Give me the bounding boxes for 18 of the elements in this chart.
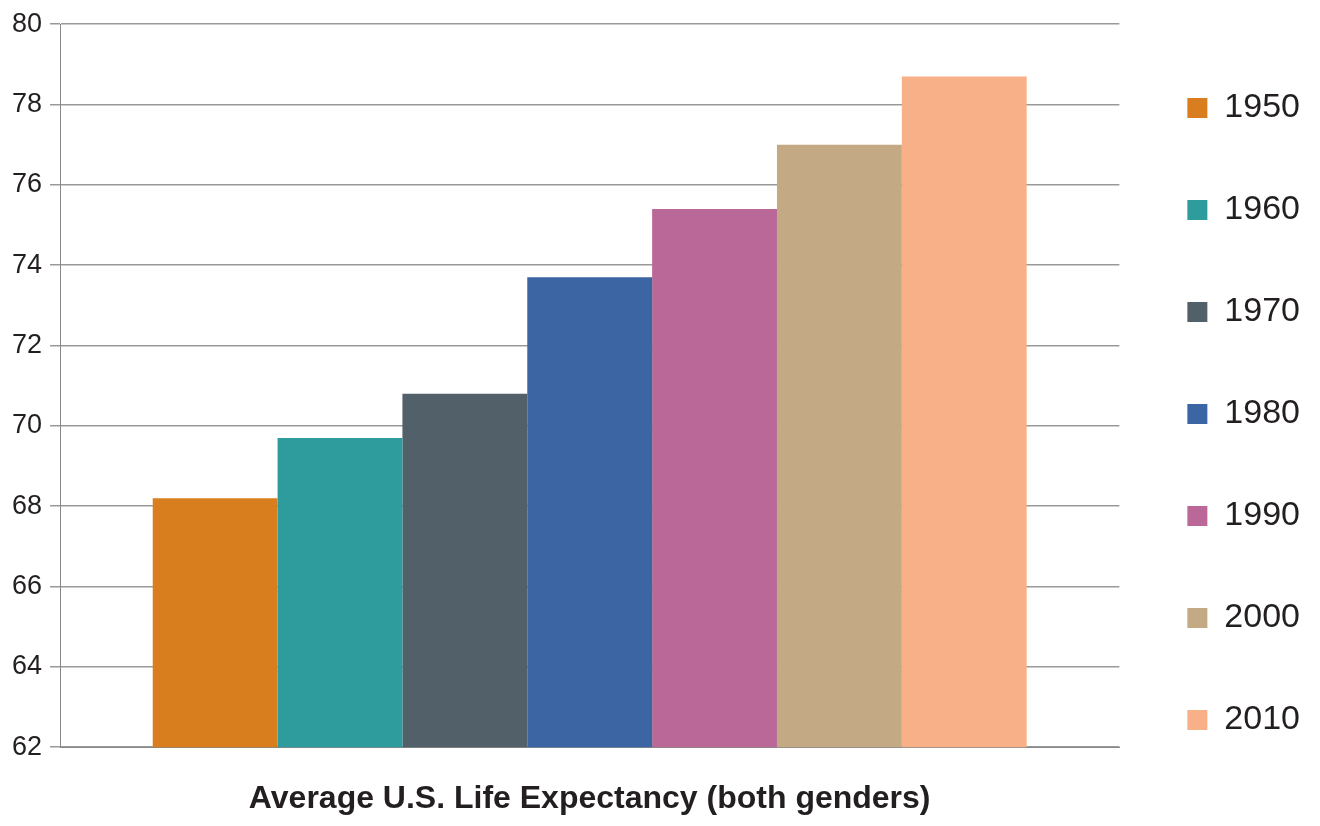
legend-label: 1970 [1224, 290, 1300, 329]
y-tick-label: 64 [11, 650, 43, 681]
y-tick-label: 66 [11, 569, 43, 600]
legend-label: 1960 [1224, 188, 1300, 227]
x-axis-title: Average U.S. Life Expectancy (both genders) [248, 778, 931, 815]
legend-label: 2010 [1224, 698, 1300, 737]
y-tick-label: 74 [11, 248, 43, 279]
legend-label: 1990 [1224, 494, 1300, 533]
y-tick-label: 76 [11, 168, 43, 199]
y-tick-label: 62 [11, 730, 43, 761]
legend-label: 1980 [1224, 392, 1300, 431]
y-tick-label: 70 [11, 409, 43, 440]
y-tick-label: 78 [11, 87, 43, 118]
legend-label: 1950 [1224, 86, 1300, 125]
legend-label: 2000 [1224, 596, 1300, 635]
y-tick-label: 72 [11, 328, 43, 359]
y-tick-label: 68 [11, 489, 43, 520]
y-tick-label: 80 [11, 7, 43, 38]
